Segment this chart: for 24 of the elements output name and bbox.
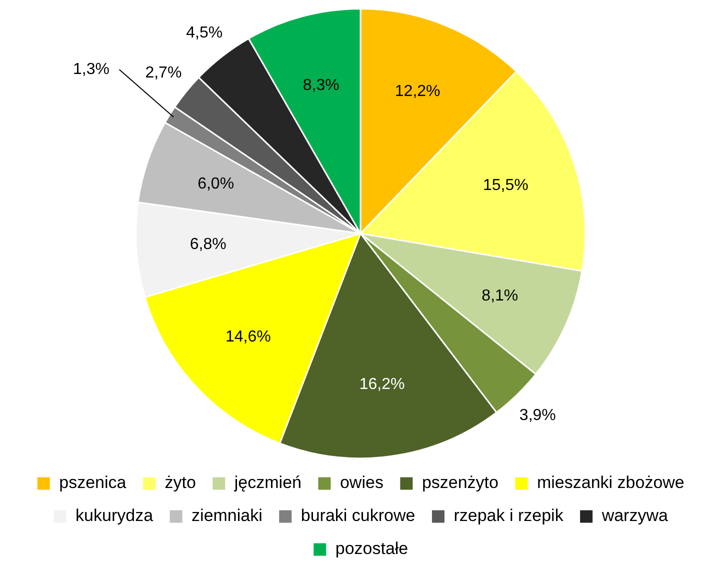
data-label: 4,5%: [186, 24, 223, 42]
data-label: 14,6%: [226, 328, 271, 346]
legend-label: jęczmień: [233, 473, 302, 492]
data-label: 6,0%: [198, 176, 234, 193]
data-label: 8,1%: [482, 288, 518, 305]
data-label: 6,8%: [190, 236, 226, 254]
legend-label: pszenica: [59, 473, 127, 492]
data-label: 16,2%: [359, 376, 405, 394]
data-label: 2,7%: [145, 64, 182, 82]
legend-label: żyto: [164, 473, 196, 492]
legend-label: ziemniaki: [192, 506, 262, 526]
data-label: 15,5%: [482, 177, 528, 194]
legend-label: mieszanki zbożowe: [536, 473, 684, 492]
data-label: 12,2%: [394, 83, 440, 100]
data-label: 8,3%: [302, 77, 340, 94]
data-label: 1,3%: [73, 60, 110, 78]
legend-label: warzywa: [600, 506, 668, 526]
legend-label: kukurydza: [76, 506, 154, 526]
legend-label: pozostałe: [335, 539, 408, 558]
data-label: 3,9%: [519, 406, 556, 424]
legend-label: buraki cukrowe: [300, 506, 416, 526]
legend-label: pszenżyto: [422, 473, 498, 492]
legend-label: rzepak i rzepik: [454, 506, 564, 526]
legend-label: owies: [340, 473, 384, 492]
